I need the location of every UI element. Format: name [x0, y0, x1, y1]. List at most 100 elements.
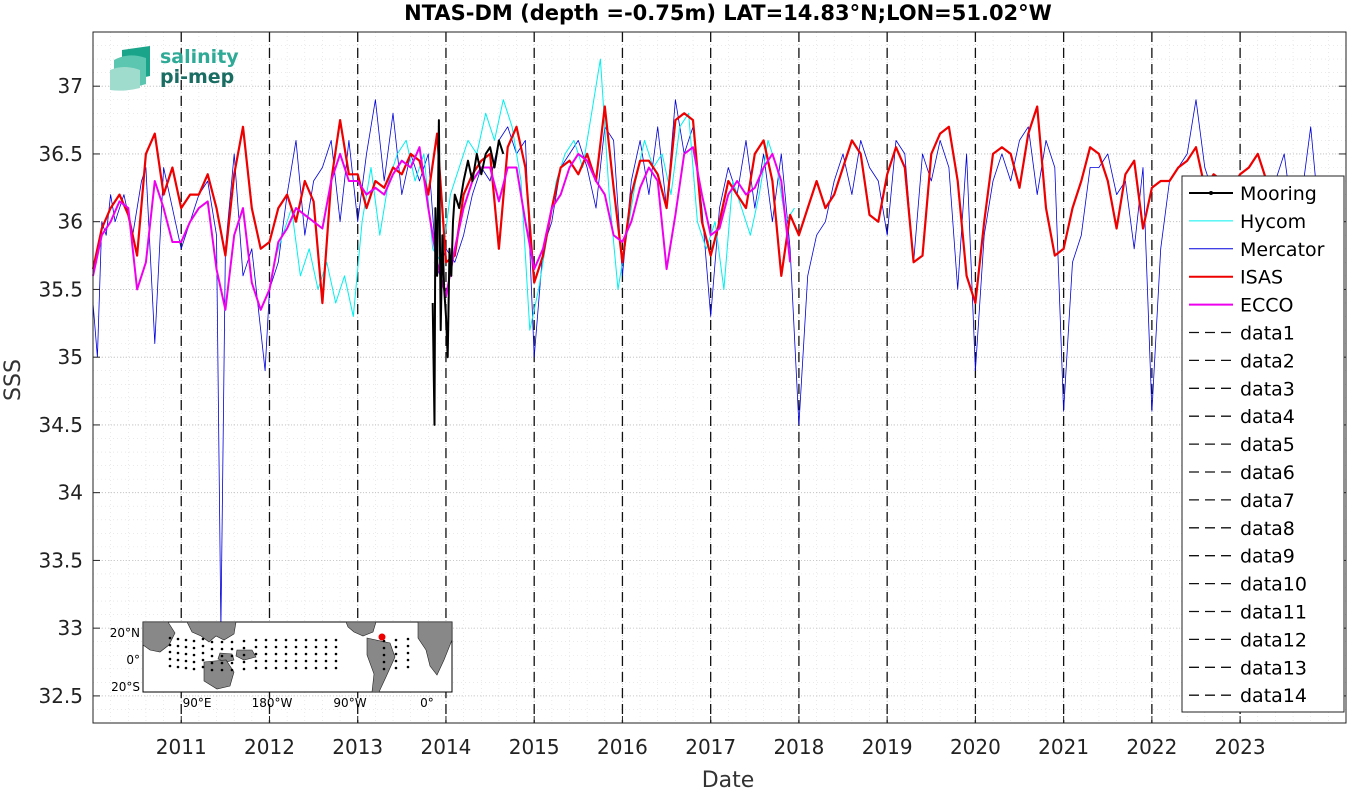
- salinity-pi-mep-logo: salinity pi-mep: [110, 46, 239, 91]
- series-line-mooring: [431, 119, 505, 426]
- x-tick-label: 2013: [332, 735, 383, 759]
- inset-buoy-dot: [168, 650, 172, 654]
- inset-buoy-dot: [168, 643, 172, 647]
- inset-buoy-dot: [242, 653, 246, 657]
- inset-buoy-dot: [324, 645, 328, 649]
- inset-buoy-dot: [168, 636, 172, 640]
- inset-buoy-dot: [184, 645, 188, 649]
- inset-buoy-dot: [254, 666, 258, 670]
- inset-buoy-dot: [201, 644, 205, 648]
- inset-buoy-dot: [192, 646, 196, 650]
- inset-buoy-dot: [314, 645, 318, 649]
- inset-buoy-dot: [382, 653, 386, 657]
- logo-line-pi-mep: pi-mep: [160, 66, 234, 88]
- inset-buoy-dot: [304, 659, 308, 663]
- inset-buoy-dot: [324, 666, 328, 670]
- x-tick-label: 2022: [1126, 735, 1177, 759]
- y-tick-label: 33.5: [38, 548, 83, 572]
- inset-buoy-dot: [304, 645, 308, 649]
- legend-label-data11: data11: [1240, 602, 1307, 624]
- inset-buoy-dot: [201, 651, 205, 655]
- inset-buoy-dot: [394, 652, 398, 656]
- inset-lon-90w: 90°W: [333, 696, 366, 710]
- inset-buoy-dot: [192, 639, 196, 643]
- inset-buoy-dot: [192, 653, 196, 657]
- inset-buoy-dot: [264, 659, 268, 663]
- legend-label-data12: data12: [1240, 629, 1307, 651]
- legend-label-data13: data13: [1240, 657, 1307, 679]
- x-axis-ticks: 2011 2012 2013 2014 2015 2016 2017 2018 2019 2020…: [156, 716, 1266, 759]
- inset-buoy-dot: [210, 654, 214, 658]
- y-tick-label: 33: [58, 616, 83, 640]
- inset-buoy-dot: [304, 652, 308, 656]
- inset-buoy-dot: [314, 652, 318, 656]
- x-tick-label: 2017: [685, 735, 736, 759]
- plot-frame: [92, 31, 1347, 724]
- inset-buoy-dot: [324, 652, 328, 656]
- legend: Mooring Hycom Mercator ISAS ECCO data1 data2 da…: [1181, 175, 1345, 713]
- inset-buoy-dot: [242, 639, 246, 643]
- inset-buoy-dot: [184, 659, 188, 663]
- inset-mooring-dots: [168, 636, 410, 672]
- x-tick-label: 2019: [862, 735, 913, 759]
- y-tick-label: 35.5: [38, 277, 83, 301]
- inset-map-frame: [142, 621, 453, 693]
- legend-label-data2: data2: [1240, 350, 1295, 372]
- legend-label-data4: data4: [1240, 406, 1295, 428]
- inset-buoy-dot: [294, 666, 298, 670]
- legend-label-data10: data10: [1240, 574, 1307, 596]
- inset-buoy-dot: [294, 638, 298, 642]
- inset-buoy-dot: [274, 659, 278, 663]
- legend-label-data6: data6: [1240, 462, 1295, 484]
- y-axis-label: SSS: [1, 359, 26, 401]
- inset-lon-180w: 180°W: [252, 696, 293, 710]
- legend-label-data1: data1: [1240, 323, 1295, 345]
- inset-lon-90e: 90°E: [183, 696, 212, 710]
- inset-buoy-dot: [230, 661, 234, 665]
- legend-label-data8: data8: [1240, 518, 1295, 540]
- inset-buoy-dot: [294, 659, 298, 663]
- inset-buoy-dot: [220, 654, 224, 658]
- inset-buoy-dot: [220, 668, 224, 672]
- inset-buoy-dot: [176, 658, 180, 662]
- inset-buoy-dot: [242, 660, 246, 664]
- inset-buoy-dot: [230, 668, 234, 672]
- inset-buoy-dot: [334, 652, 338, 656]
- y-tick-label: 34.5: [38, 413, 83, 437]
- logo-waves-icon: [110, 46, 150, 91]
- inset-buoy-dot: [230, 654, 234, 658]
- inset-buoy-dot: [284, 652, 288, 656]
- inset-buoy-dot: [406, 658, 410, 662]
- vertical-dashed-lines: [180, 32, 1241, 723]
- inset-buoy-dot: [264, 666, 268, 670]
- inset-buoy-dot: [382, 646, 386, 650]
- inset-lat-20s: 20°S: [111, 680, 140, 694]
- legend-label-data7: data7: [1240, 490, 1295, 512]
- inset-buoy-dot: [394, 638, 398, 642]
- inset-buoy-dot: [334, 645, 338, 649]
- x-tick-label: 2016: [597, 735, 648, 759]
- y-tick-label: 36: [58, 210, 83, 234]
- inset-buoy-dot: [406, 651, 410, 655]
- x-tick-label: 2020: [950, 735, 1001, 759]
- chart-title: NTAS-DM (depth =-0.75m) LAT=14.83°N;LON=…: [404, 1, 1052, 25]
- inset-buoy-dot: [254, 659, 258, 663]
- x-tick-label: 2021: [1038, 735, 1089, 759]
- legend-label-mercator: Mercator: [1240, 239, 1325, 261]
- inset-buoy-dot: [254, 645, 258, 649]
- inset-buoy-dot: [201, 658, 205, 662]
- y-tick-label: 32.5: [38, 684, 83, 708]
- inset-buoy-dot: [176, 651, 180, 655]
- inset-buoy-dot: [176, 644, 180, 648]
- legend-label-ecco: ECCO: [1240, 295, 1294, 317]
- inset-buoy-dot: [294, 652, 298, 656]
- x-tick-label: 2012: [244, 735, 295, 759]
- inset-buoy-dot: [242, 667, 246, 671]
- inset-land-shapes: [142, 621, 453, 693]
- inset-buoy-dot: [394, 659, 398, 663]
- inset-buoy-dot: [284, 659, 288, 663]
- inset-buoy-dot: [334, 659, 338, 663]
- inset-buoy-dot: [230, 647, 234, 651]
- inset-buoy-dot: [210, 661, 214, 665]
